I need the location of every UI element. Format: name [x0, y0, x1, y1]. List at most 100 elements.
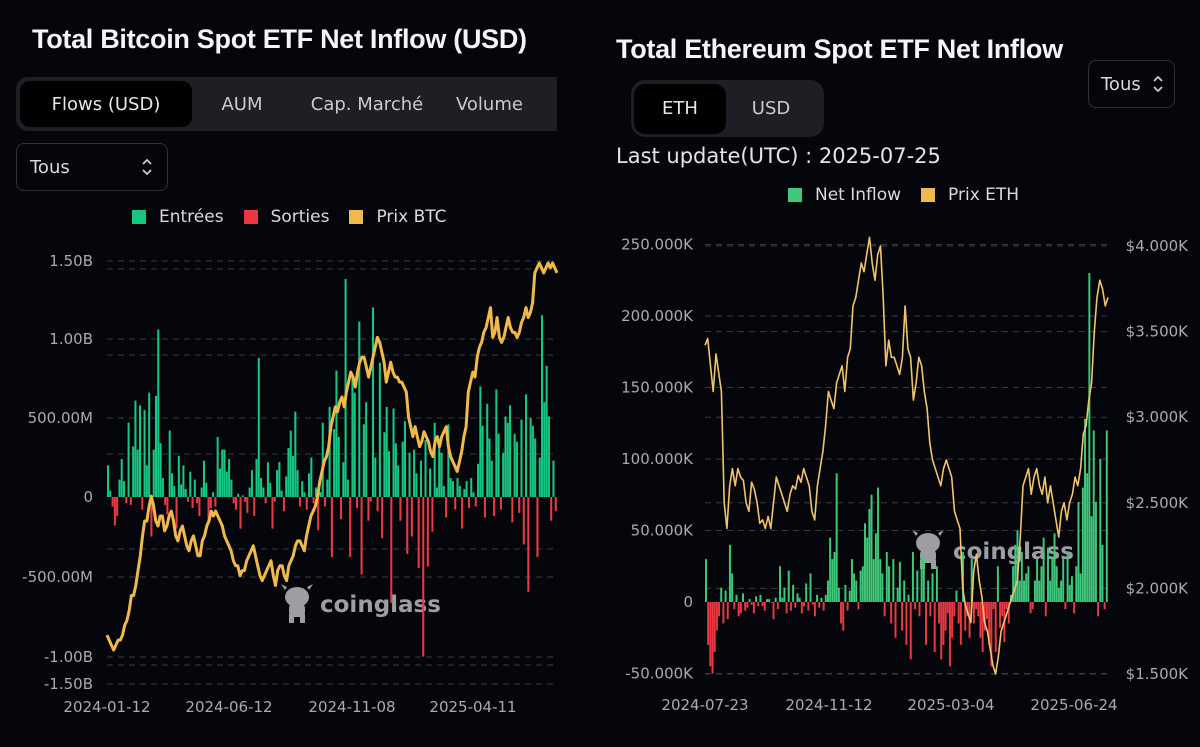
inflow-bar: [1060, 580, 1063, 602]
tab-market-cap[interactable]: Cap. Marché: [310, 93, 424, 115]
inflow-bar: [442, 485, 445, 497]
outflow-bar: [711, 602, 714, 674]
legend-item-btc-price[interactable]: Prix BTC: [349, 207, 447, 227]
outflow-bar: [811, 602, 814, 605]
inflow-bar: [742, 593, 744, 602]
inflow-bar: [916, 570, 919, 602]
y-tick-label: 100.000K: [621, 450, 694, 468]
outflow-bar: [417, 497, 420, 569]
inflow-bar: [486, 403, 489, 497]
outflow-bar: [746, 602, 749, 608]
tab-usd[interactable]: USD: [751, 98, 791, 119]
inflow-bar: [383, 432, 386, 497]
outflow-bar: [933, 602, 936, 653]
inflow-bar: [193, 479, 196, 497]
outflow-bar: [522, 497, 525, 545]
inflow-bar: [205, 482, 208, 497]
chevron-up-down-icon: [142, 158, 152, 176]
inflow-bar: [996, 566, 999, 602]
outflow-bar: [360, 497, 363, 575]
inflow-bar: [861, 566, 864, 602]
outflow-bar: [399, 497, 402, 521]
coinglass-bull-icon: [912, 530, 944, 569]
inflow-bar: [848, 590, 851, 602]
legend-item-eth-price[interactable]: Prix ETH: [921, 185, 1019, 205]
inflow-bar: [837, 587, 840, 602]
tab-flows-usd[interactable]: Flows (USD): [20, 81, 192, 127]
x-tick-label: 2025-06-24: [1030, 696, 1117, 714]
outflow-bar: [239, 497, 242, 529]
outflow-bar: [493, 497, 496, 516]
outflow-bar: [857, 602, 860, 610]
legend-item-inflows[interactable]: Entrées: [132, 207, 224, 227]
inflow-bar: [835, 473, 838, 602]
outflow-bar: [715, 602, 718, 631]
inflow-bar: [337, 436, 340, 497]
outflow-bar: [992, 602, 995, 610]
inflow-bar: [148, 392, 151, 497]
inflow-bar: [515, 441, 518, 497]
inflow-bar: [189, 471, 192, 497]
inflow-bar: [970, 559, 973, 602]
outflow-bar: [994, 602, 997, 653]
inflow-bar: [107, 465, 110, 497]
outflow-bar: [909, 602, 912, 660]
eth-range-select[interactable]: Tous: [1088, 60, 1175, 108]
y-tick-label: 1.00B: [49, 330, 93, 348]
inflow-bar: [513, 433, 516, 497]
outflow-bar: [737, 602, 740, 617]
outflow-bar: [938, 602, 941, 624]
y-tick-label: 0: [83, 488, 93, 506]
inflow-bar: [874, 533, 877, 602]
inflow-bar: [333, 429, 336, 497]
inflow-bar: [755, 596, 758, 602]
inflow-bar: [413, 449, 416, 497]
inflow-bar: [257, 357, 260, 497]
inflow-bar: [401, 441, 404, 497]
inflow-bar: [805, 583, 808, 602]
inflow-bar: [479, 386, 482, 497]
outflow-bar: [410, 497, 413, 537]
inflow-bar: [477, 463, 480, 497]
inflow-bar: [266, 462, 269, 497]
legend-item-outflows[interactable]: Sorties: [243, 207, 329, 227]
inflow-bar: [543, 402, 546, 497]
inflow-bar: [292, 455, 295, 497]
outflow-bar: [1001, 602, 1004, 617]
inflow-bar: [294, 411, 297, 497]
inflow-bar: [177, 455, 180, 497]
outflow-bar: [803, 602, 805, 607]
outflow-bar: [445, 497, 448, 518]
outflow-bar: [750, 602, 753, 605]
outflow-bar: [125, 497, 128, 504]
legend-item-net-inflow[interactable]: Net Inflow: [788, 185, 901, 205]
tab-eth[interactable]: ETH: [634, 83, 726, 134]
outflow-bar: [883, 602, 886, 617]
inflow-bar: [134, 400, 137, 497]
outflow-bar: [196, 497, 199, 504]
inflow-bar: [319, 492, 322, 497]
inflow-bar: [1101, 544, 1104, 602]
outflow-bar: [324, 497, 327, 507]
inflow-bar: [531, 425, 534, 497]
inflow-bar: [798, 597, 801, 602]
inflow-bar: [864, 523, 866, 602]
tab-aum[interactable]: AUM: [221, 93, 263, 115]
outflow-bar: [355, 497, 359, 509]
inflow-bar: [154, 395, 158, 497]
tab-volume[interactable]: Volume: [456, 93, 523, 115]
inflow-bar: [470, 478, 473, 497]
outflow-bar: [312, 497, 315, 504]
btc-range-select[interactable]: Tous: [16, 143, 168, 191]
inflow-bar: [419, 460, 422, 497]
inflow-bar: [872, 559, 875, 602]
eth-price-line: [704, 236, 1109, 675]
outflow-bar: [763, 602, 766, 611]
inflow-bar: [962, 551, 965, 602]
outflow-bar: [842, 602, 845, 631]
x-tick-label: 2024-11-08: [308, 698, 395, 716]
inflow-bar: [898, 561, 901, 602]
outflow-bar: [191, 497, 194, 509]
inflow-bar: [892, 559, 895, 602]
inflow-bar: [495, 389, 498, 497]
